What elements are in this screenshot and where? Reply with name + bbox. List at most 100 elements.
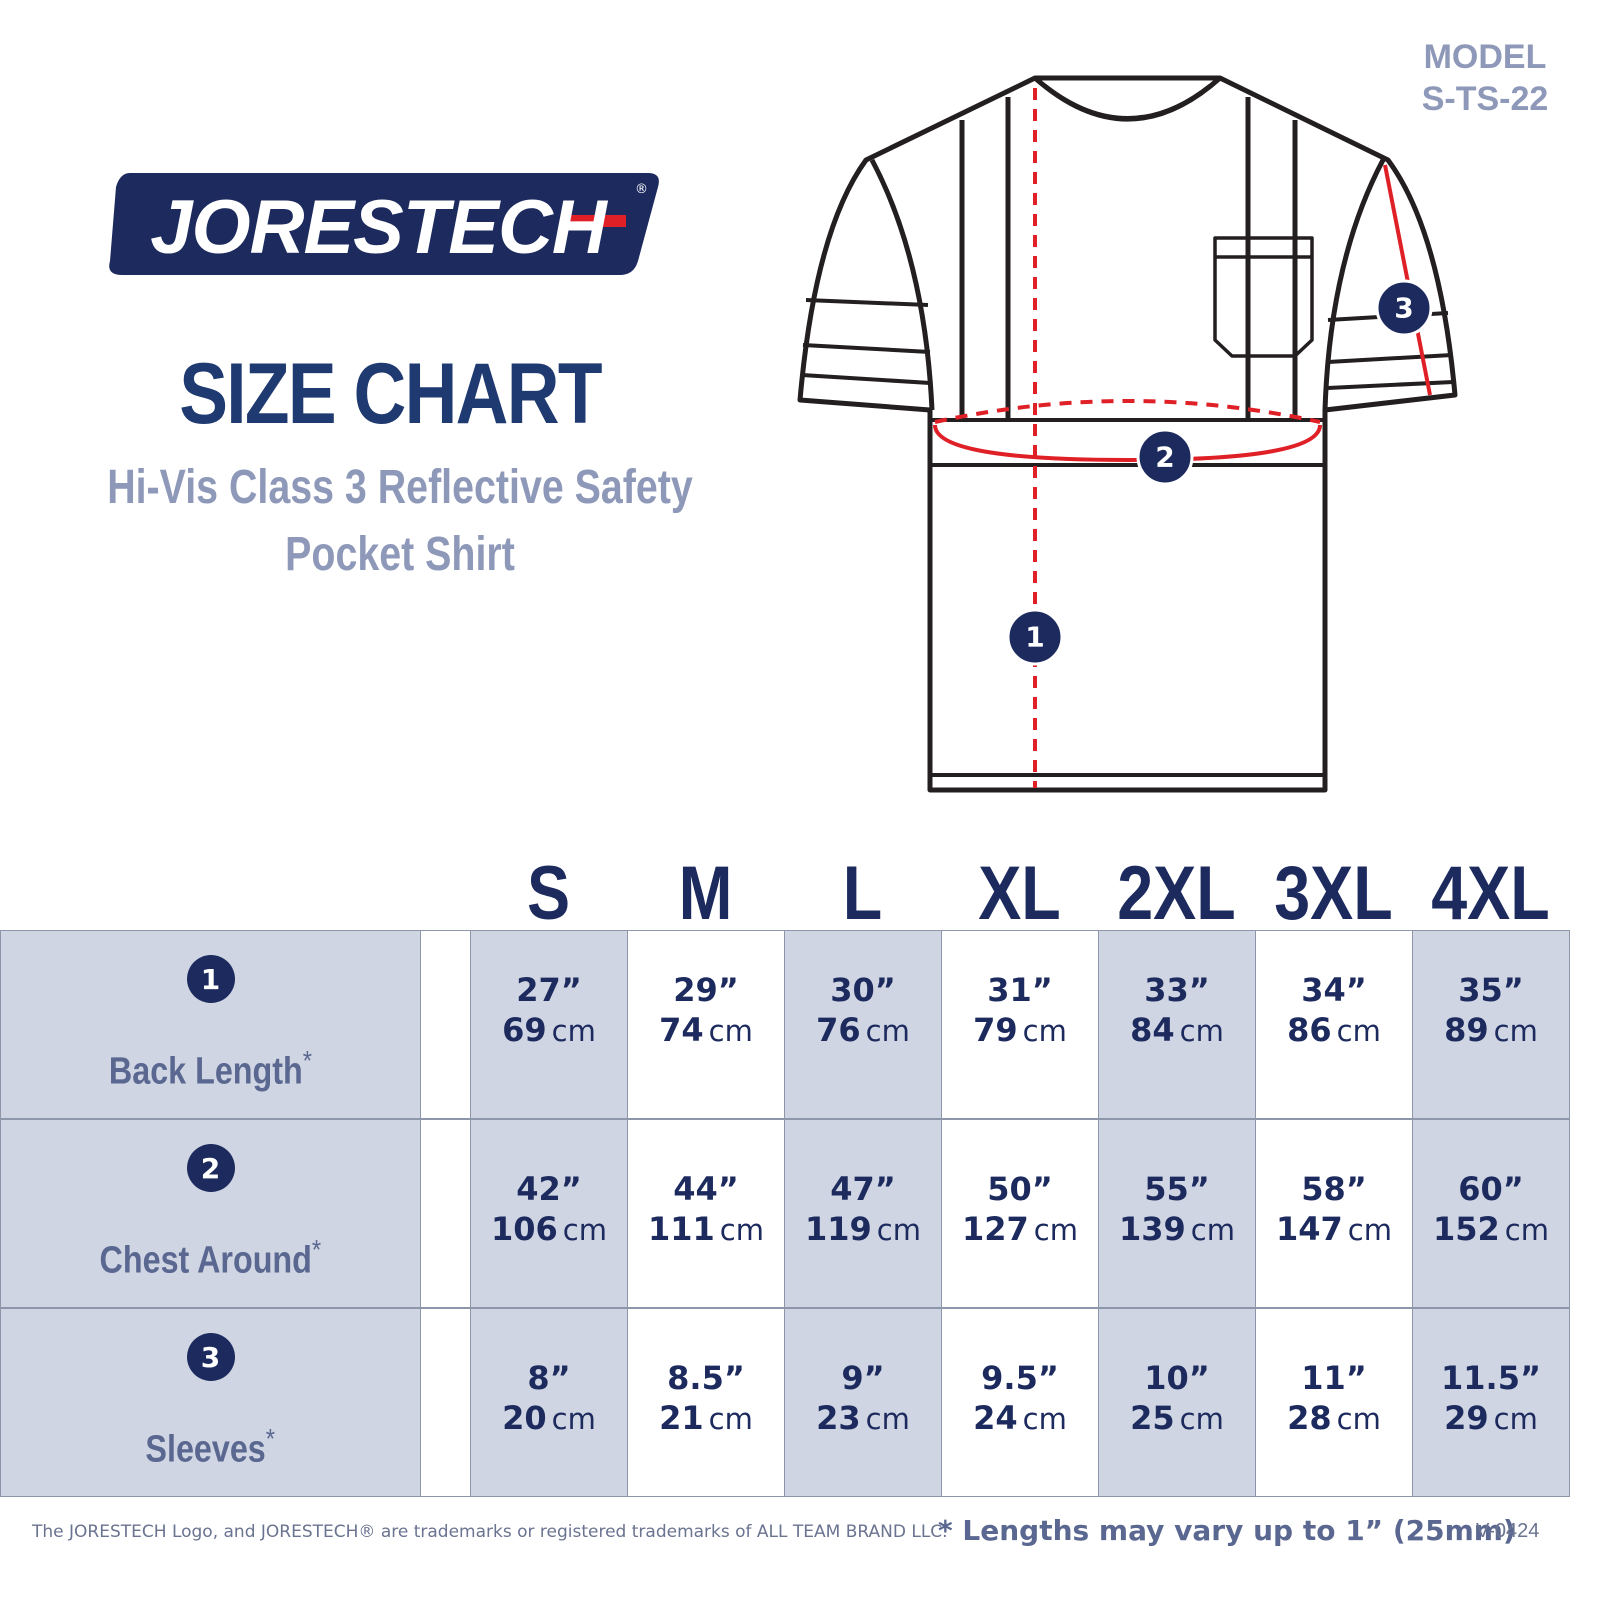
value-cell: 50” 127 cm: [941, 1119, 1099, 1308]
cm-unit: cm: [1022, 1014, 1067, 1048]
cm-value: 147: [1276, 1210, 1343, 1248]
centimeters: 119 cm: [805, 1209, 921, 1250]
centimeters: 79 cm: [973, 1010, 1067, 1051]
size-header: S: [526, 851, 571, 936]
cm-value: 24: [973, 1399, 1018, 1437]
row-label-cell: 2 Chest Around*: [0, 1119, 421, 1308]
cm-unit: cm: [865, 1014, 910, 1048]
cm-value: 139: [1119, 1210, 1186, 1248]
cm-value: 25: [1130, 1399, 1175, 1437]
cm-unit: cm: [1022, 1402, 1067, 1436]
cm-value: 69: [502, 1011, 547, 1049]
inches: 8”: [527, 1359, 571, 1397]
size-header: 4XL: [1431, 851, 1550, 936]
cm-unit: cm: [1179, 1014, 1224, 1048]
inches: 31”: [987, 971, 1053, 1009]
inches: 44”: [673, 1170, 739, 1208]
value-cell: 31” 79 cm: [941, 930, 1099, 1119]
value-cell: 55” 139 cm: [1098, 1119, 1256, 1308]
inches: 9”: [841, 1359, 885, 1397]
model: MODEL S-TS-22: [1380, 36, 1590, 120]
row-number: 2: [186, 1144, 235, 1193]
size-header: 3XL: [1274, 851, 1393, 936]
cm-unit: cm: [1033, 1213, 1078, 1247]
cm-unit: cm: [1336, 1402, 1381, 1436]
marker-circle: [1006, 608, 1064, 666]
row-number: 3: [186, 1333, 235, 1382]
value-cell: 33” 84 cm: [1098, 930, 1256, 1119]
logo-stripe: [564, 215, 626, 227]
row-number: 1: [186, 955, 235, 1004]
cm-unit: cm: [708, 1402, 753, 1436]
centimeters: 139 cm: [1119, 1209, 1235, 1250]
trademark-note: The JORESTECH Logo, and JORESTECH® are t…: [32, 1522, 948, 1542]
row-label-text: Sleeves: [145, 1428, 267, 1471]
value-cell: 8.5” 21 cm: [627, 1308, 785, 1497]
logo: JORESTECH ®: [109, 173, 659, 275]
subtitle-line: Hi-Vis Class 3 Reflective Safety: [107, 461, 693, 514]
size-header: XL: [978, 851, 1061, 936]
inches: 34”: [1301, 971, 1367, 1009]
row-label-cell: 1 Back Length*: [0, 930, 421, 1119]
centimeters: 74 cm: [659, 1010, 753, 1051]
row-label: Back Length*: [109, 1045, 312, 1094]
value-cell: 34” 86 cm: [1255, 930, 1413, 1119]
cm-unit: cm: [1347, 1213, 1392, 1247]
shirt-outline: [797, 75, 1458, 793]
centimeters: 24 cm: [973, 1398, 1067, 1439]
inches: 30”: [830, 971, 896, 1009]
inches: 58”: [1301, 1170, 1367, 1208]
cm-unit: cm: [562, 1213, 607, 1247]
cm-unit: cm: [708, 1014, 753, 1048]
size-header: L: [842, 851, 883, 936]
cm-value: 86: [1287, 1011, 1332, 1049]
marker-number: 3: [1394, 292, 1413, 325]
value-cell: 8” 20 cm: [470, 1308, 628, 1497]
size-header: 2XL: [1117, 851, 1236, 936]
value-cell: 35” 89 cm: [1412, 930, 1570, 1119]
centimeters: 28 cm: [1287, 1398, 1381, 1439]
cm-value: 74: [659, 1011, 704, 1049]
spacer-cell: [420, 1119, 471, 1308]
cm-unit: cm: [1493, 1014, 1538, 1048]
centimeters: 111 cm: [648, 1209, 764, 1250]
centimeters: 89 cm: [1444, 1010, 1538, 1051]
length-note: * Lengths may vary up to 1” (25mm): [938, 1514, 1516, 1547]
row-label-text: Back Length: [108, 1050, 303, 1093]
row-label: Sleeves*: [146, 1423, 276, 1472]
cm-unit: cm: [1493, 1402, 1538, 1436]
model-label: MODEL: [1423, 38, 1547, 76]
shirt-diagram: 1 2 3: [797, 75, 1458, 793]
cm-value: 79: [973, 1011, 1018, 1049]
centimeters: 152 cm: [1433, 1209, 1549, 1250]
subtitle-line: Pocket Shirt: [285, 528, 515, 581]
row-label-note: *: [302, 1045, 313, 1077]
centimeters: 29 cm: [1444, 1398, 1538, 1439]
cm-value: 29: [1444, 1399, 1489, 1437]
value-cell: 11” 28 cm: [1255, 1308, 1413, 1497]
centimeters: 86 cm: [1287, 1010, 1381, 1051]
cm-unit: cm: [1179, 1402, 1224, 1436]
value-cell: 60” 152 cm: [1412, 1119, 1570, 1308]
cm-value: 20: [502, 1399, 547, 1437]
cm-unit: cm: [865, 1402, 910, 1436]
cm-value: 76: [816, 1011, 861, 1049]
cm-value: 21: [659, 1399, 704, 1437]
centimeters: 106 cm: [491, 1209, 607, 1250]
value-cell: 42” 106 cm: [470, 1119, 628, 1308]
logo-badge: [109, 173, 659, 275]
marker-circle: [1136, 428, 1194, 486]
inches: 55”: [1144, 1170, 1210, 1208]
centimeters: 147 cm: [1276, 1209, 1392, 1250]
centimeters: 84 cm: [1130, 1010, 1224, 1051]
cm-value: 89: [1444, 1011, 1489, 1049]
value-cell: 11.5” 29 cm: [1412, 1308, 1570, 1497]
row-label: Chest Around*: [100, 1234, 322, 1283]
row-label-text: Chest Around: [99, 1239, 313, 1282]
inches: 11”: [1301, 1359, 1367, 1397]
logo-text: JORESTECH: [150, 185, 609, 270]
value-cell: 44” 111 cm: [627, 1119, 785, 1308]
value-cell: 10” 25 cm: [1098, 1308, 1256, 1497]
